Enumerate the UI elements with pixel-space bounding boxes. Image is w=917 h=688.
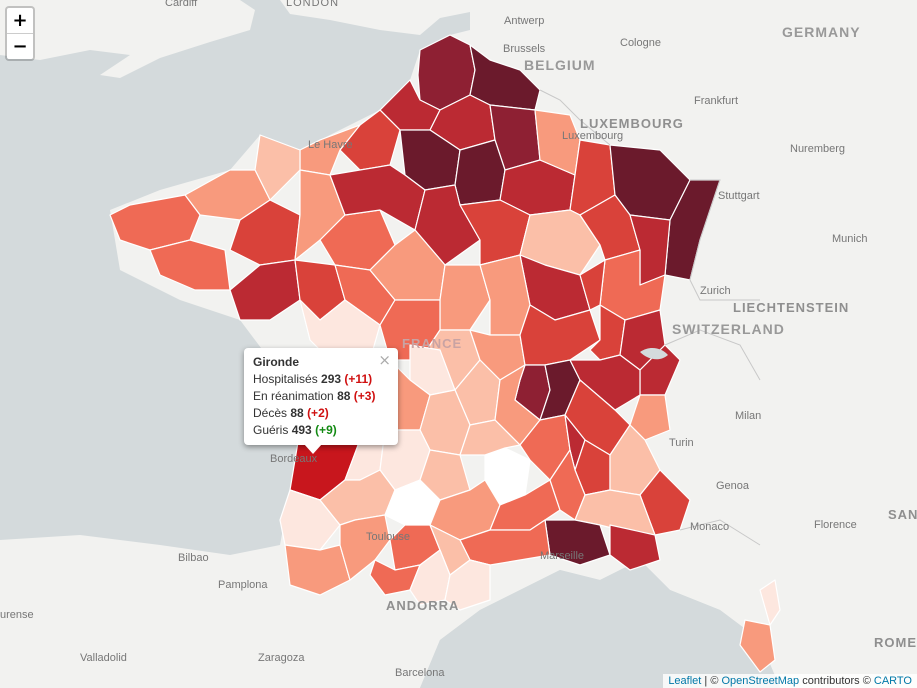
place-label: Frankfurt	[694, 95, 739, 107]
place-label: Luxembourg	[562, 130, 624, 142]
place-label: Antwerp	[504, 15, 545, 27]
place-label: Barcelona	[395, 667, 445, 679]
dept	[444, 559, 491, 611]
sea-mediterranean	[420, 560, 780, 688]
dept	[254, 134, 301, 201]
lake	[640, 348, 668, 360]
place-label: Cardiff	[165, 0, 198, 9]
place-label: Bilbao	[178, 552, 209, 564]
country-borders	[539, 89, 761, 546]
place-label: Turin	[669, 437, 694, 449]
place-label: Genoa	[716, 480, 750, 492]
carto-link[interactable]: CARTO	[873, 675, 912, 687]
popup-row-deces: Décès 88 (+2)	[253, 406, 329, 420]
place-label: Nuremberg	[790, 143, 846, 155]
osm-link[interactable]: OpenStreetMap	[721, 675, 800, 687]
popup-row-hospitalises: Hospitalisés 293 (+11)	[253, 372, 373, 386]
place-label: Marseille	[540, 550, 585, 562]
place-label: Toulouse	[366, 531, 411, 543]
popup-close-button[interactable]: ×	[378, 351, 391, 369]
place-label: Florence	[814, 519, 857, 531]
dept	[454, 139, 506, 206]
place-label: Monaco	[690, 521, 730, 533]
popup-row-reanimation: En réanimation 88 (+3)	[253, 389, 376, 403]
place-label: SAN	[888, 507, 917, 522]
place-label: Cologne	[620, 37, 661, 49]
country-label: FRANCE	[402, 336, 463, 351]
place-label: Stuttgart	[718, 190, 760, 202]
zoom-out-button[interactable]: −	[7, 33, 33, 59]
popup-row-gueris: Guéris 493 (+9)	[253, 423, 337, 437]
land-britain	[0, 0, 255, 78]
popup-title: Gironde	[253, 355, 300, 369]
place-label: Brussels	[503, 43, 546, 55]
dept	[759, 579, 781, 626]
place-label: Le Havre	[308, 139, 353, 151]
place-label: urense	[0, 609, 34, 621]
place-label: Pamplona	[218, 579, 268, 591]
zoom-in-button[interactable]: +	[12, 10, 28, 31]
country-label: LIECHTENSTEIN	[733, 300, 850, 315]
dept	[609, 524, 661, 571]
place-label: Bordeaux	[270, 453, 318, 465]
leaflet-link[interactable]: Leaflet	[668, 675, 702, 687]
dept	[739, 619, 776, 673]
dept	[299, 299, 381, 361]
country-label: LUXEMBOURG	[580, 116, 684, 131]
country-label: GERMANY	[782, 24, 861, 40]
place-label: LONDON	[286, 0, 340, 9]
popup-tip	[304, 444, 322, 454]
country-label: SWITZERLAND	[672, 321, 785, 337]
place-label: Zaragoza	[258, 652, 305, 664]
zoom-control: + −	[5, 6, 35, 61]
country-label: BELGIUM	[524, 57, 596, 73]
place-label: Zurich	[700, 285, 731, 297]
place-label: ROME	[874, 635, 917, 650]
place-label: Valladolid	[80, 652, 127, 664]
land-britain-east	[280, 0, 480, 35]
land-italy-sea	[680, 500, 917, 688]
dept	[629, 394, 671, 441]
dept	[339, 514, 391, 581]
map-attribution: Leaflet | © OpenStreetMap contributors ©…	[663, 674, 917, 688]
place-label: Munich	[832, 233, 868, 245]
place-label: Milan	[735, 410, 762, 422]
country-label: ANDORRA	[386, 598, 460, 613]
department-popup: × Gironde Hospitalisés 293 (+11) En réan…	[244, 348, 398, 454]
